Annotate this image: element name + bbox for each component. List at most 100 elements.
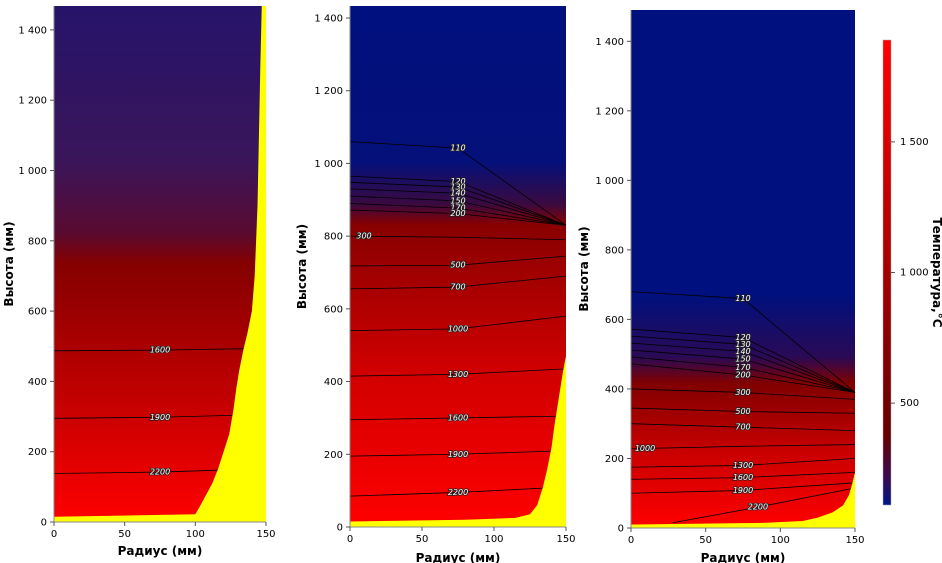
contour-label: 1900 — [150, 413, 170, 422]
contour-line — [349, 188, 567, 226]
contour-line — [53, 347, 267, 352]
contour-line — [630, 328, 856, 393]
y-tick-label: 800 — [28, 236, 47, 247]
contour-label: 200 — [735, 371, 750, 380]
contour-label: 140 — [735, 347, 750, 356]
y-tick-label: 1 200 — [595, 106, 624, 117]
x-tick-label: 50 — [699, 535, 712, 546]
contour-label: 1600 — [733, 473, 753, 482]
temperature-field — [631, 10, 855, 528]
contour-line — [630, 342, 856, 393]
y-tick-label: 1 000 — [18, 166, 47, 177]
contour-line — [630, 458, 856, 468]
contour-label: 170 — [450, 204, 465, 213]
contour-line — [53, 414, 267, 419]
contour-label: 120 — [450, 177, 465, 186]
contour-label: 150 — [735, 355, 750, 364]
y-axis-label: Высота (мм) — [295, 224, 309, 309]
contour-line — [349, 235, 567, 241]
colorbar-tick-label: 1 500 — [900, 137, 929, 148]
y-tick-label: 1 400 — [314, 13, 343, 24]
colorbar — [882, 39, 892, 506]
x-axis-label: Радиус (мм) — [701, 551, 786, 563]
contour-label: 130 — [450, 183, 465, 192]
contour-line — [630, 356, 856, 393]
contour-line — [630, 291, 856, 393]
colorbar-tick-label: 500 — [900, 398, 919, 409]
contour-label: 2200 — [150, 468, 170, 477]
x-tick-label: 0 — [347, 534, 353, 545]
contour-label: 200 — [450, 209, 465, 218]
contour-line — [630, 349, 856, 393]
y-tick-label: 1 400 — [18, 25, 47, 36]
contour-label: 110 — [735, 294, 750, 303]
contour-line — [349, 209, 567, 226]
x-tick-label: 50 — [416, 534, 429, 545]
y-tick-label: 200 — [605, 454, 624, 465]
y-tick-label: 800 — [605, 245, 624, 256]
contour-line — [630, 363, 856, 393]
contour-label: 1600 — [448, 413, 468, 422]
contour-label: 500 — [735, 407, 750, 416]
temperature-field — [350, 6, 566, 527]
contour-label: 700 — [735, 423, 750, 432]
contour-label: 300 — [735, 388, 750, 397]
contour-line — [349, 175, 567, 226]
x-axis-label: Радиус (мм) — [118, 544, 203, 558]
x-tick-label: 0 — [628, 535, 634, 546]
contour-line — [630, 423, 856, 432]
contour-label: 1300 — [733, 461, 753, 470]
contour-line — [630, 388, 856, 400]
x-tick-label: 150 — [845, 535, 864, 546]
contour-line — [349, 181, 567, 226]
y-tick-label: 400 — [605, 384, 624, 395]
contour-line — [630, 335, 856, 393]
contour-label: 2200 — [448, 488, 468, 497]
contour-label: 700 — [450, 283, 465, 292]
contour-label: 500 — [450, 261, 465, 270]
contour-label: 130 — [735, 340, 750, 349]
colorbar-label: Температура,°C — [930, 217, 942, 327]
x-tick-label: 100 — [186, 529, 205, 540]
contour-line — [349, 315, 567, 332]
solid-region — [631, 472, 855, 528]
y-tick-label: 400 — [28, 377, 47, 388]
contour-label: 1600 — [150, 346, 170, 355]
y-tick-label: 1 000 — [595, 176, 624, 187]
solid-region — [350, 356, 566, 527]
y-tick-label: 0 — [337, 523, 343, 534]
solid-region — [54, 6, 266, 522]
y-axis-label: Высота (мм) — [2, 221, 16, 306]
x-tick-label: 100 — [484, 534, 503, 545]
contour-label: 1900 — [733, 486, 753, 495]
contour-line — [630, 482, 856, 494]
y-tick-label: 800 — [324, 232, 343, 243]
contour-line — [630, 471, 856, 480]
contour-line — [630, 444, 856, 450]
contour-label: 120 — [735, 333, 750, 342]
contour-label: 1000 — [635, 444, 655, 453]
x-tick-label: 150 — [256, 529, 275, 540]
contour-line — [349, 195, 567, 226]
contour-line — [349, 415, 567, 421]
y-tick-label: 1 200 — [18, 96, 47, 107]
contour-line — [630, 407, 856, 414]
y-tick-label: 600 — [28, 307, 47, 318]
x-tick-label: 100 — [771, 535, 790, 546]
y-tick-label: 1 200 — [314, 86, 343, 97]
contour-label: 170 — [735, 363, 750, 372]
contour-label: 1300 — [448, 370, 468, 379]
contour-line — [349, 450, 567, 457]
contour-label: 110 — [450, 144, 465, 153]
contour-line — [349, 255, 567, 267]
y-tick-label: 400 — [324, 377, 343, 388]
x-axis-label: Радиус (мм) — [416, 551, 501, 563]
contour-line — [349, 368, 567, 377]
x-tick-label: 50 — [118, 529, 131, 540]
y-tick-label: 600 — [605, 315, 624, 326]
contour-label: 150 — [450, 196, 465, 205]
y-tick-label: 1 400 — [595, 37, 624, 48]
contour-label: 1000 — [448, 324, 468, 333]
colorbar-tick-label: 1 000 — [900, 268, 929, 279]
